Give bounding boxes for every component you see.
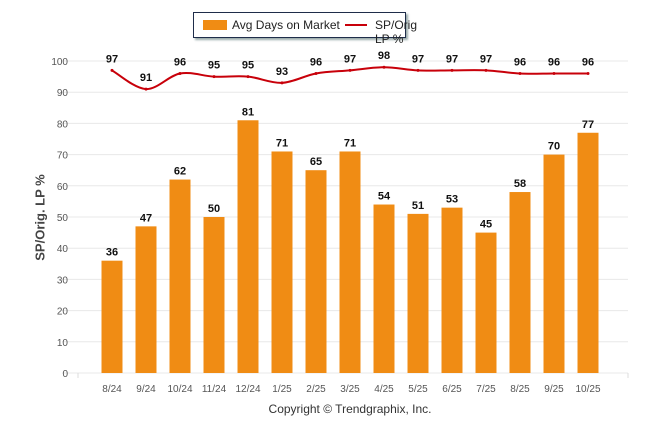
x-tick-label: 7/25 bbox=[476, 384, 496, 395]
x-tick-label: 1/25 bbox=[272, 384, 292, 395]
y-tick-label: 40 bbox=[57, 244, 69, 255]
bar-data-label: 81 bbox=[242, 106, 254, 118]
y-tick-label: 20 bbox=[57, 307, 69, 318]
bar bbox=[305, 170, 327, 373]
line-data-label: 96 bbox=[514, 56, 526, 68]
x-tick-label: 12/24 bbox=[235, 384, 260, 395]
line-point bbox=[110, 68, 114, 72]
line-point bbox=[212, 75, 216, 79]
y-axis-label: SP/Orig. LP % bbox=[32, 174, 48, 261]
bar-data-label: 65 bbox=[310, 156, 322, 168]
bar-data-label: 50 bbox=[208, 203, 220, 215]
x-tick-label: 9/24 bbox=[136, 384, 156, 395]
line-point bbox=[484, 68, 488, 72]
legend-label-days: Avg Days on Market bbox=[232, 18, 340, 32]
bar bbox=[577, 132, 599, 373]
legend-swatch-days bbox=[203, 20, 227, 30]
line-point bbox=[246, 75, 250, 79]
line-data-label: 93 bbox=[276, 66, 288, 78]
line-point bbox=[314, 71, 318, 75]
bar bbox=[441, 207, 463, 373]
line-data-label: 91 bbox=[140, 72, 152, 84]
x-tick-label: 5/25 bbox=[408, 384, 428, 395]
line-data-label: 95 bbox=[208, 60, 220, 72]
x-tick-label: 4/25 bbox=[374, 384, 394, 395]
bar-data-label: 36 bbox=[106, 247, 118, 259]
line-point bbox=[586, 71, 590, 75]
x-tick-label: 6/25 bbox=[442, 384, 462, 395]
y-tick-label: 10 bbox=[57, 338, 69, 349]
bar-data-label: 62 bbox=[174, 166, 186, 178]
line-point bbox=[178, 71, 182, 75]
line-data-label: 97 bbox=[480, 53, 492, 65]
bar bbox=[339, 151, 361, 373]
x-tick-label: 9/25 bbox=[544, 384, 564, 395]
line-data-label: 95 bbox=[242, 60, 254, 72]
line-point bbox=[450, 68, 454, 72]
bar bbox=[271, 151, 293, 373]
y-tick-label: 90 bbox=[57, 88, 69, 99]
copyright: Copyright © Trendgraphix, Inc. bbox=[268, 402, 432, 416]
line-point bbox=[280, 81, 284, 85]
bar-data-label: 47 bbox=[140, 212, 152, 224]
line-point bbox=[348, 68, 352, 72]
line-data-label: 97 bbox=[412, 53, 424, 65]
line-point bbox=[518, 71, 522, 75]
line-data-label: 97 bbox=[344, 53, 356, 65]
line-data-label: 97 bbox=[446, 53, 458, 65]
x-tick-label: 3/25 bbox=[340, 384, 360, 395]
x-tick-label: 10/24 bbox=[167, 384, 192, 395]
line-data-label: 96 bbox=[310, 56, 322, 68]
bar-data-label: 54 bbox=[378, 191, 391, 203]
bar bbox=[135, 226, 157, 373]
x-tick-label: 10/25 bbox=[575, 384, 600, 395]
bar bbox=[169, 179, 191, 373]
y-tick-label: 0 bbox=[62, 369, 68, 380]
bar-data-label: 77 bbox=[582, 119, 594, 131]
y-tick-label: 80 bbox=[57, 119, 69, 130]
legend-label-sp: SP/Orig LP % bbox=[375, 18, 418, 46]
bar bbox=[237, 120, 259, 373]
y-tick-label: 70 bbox=[57, 151, 69, 162]
bar-data-label: 45 bbox=[480, 219, 492, 231]
bar bbox=[509, 192, 531, 373]
line-data-label: 96 bbox=[174, 56, 186, 68]
line-point bbox=[416, 68, 420, 72]
line-data-label: 96 bbox=[582, 56, 594, 68]
bar bbox=[475, 232, 497, 373]
line-point bbox=[552, 71, 556, 75]
x-tick-label: 11/24 bbox=[202, 384, 227, 395]
line-point bbox=[144, 87, 148, 91]
y-tick-label: 50 bbox=[57, 213, 69, 224]
bar-data-label: 51 bbox=[412, 200, 424, 212]
x-tick-label: 8/24 bbox=[102, 384, 122, 395]
bar bbox=[101, 260, 123, 373]
bar bbox=[203, 217, 225, 373]
y-tick-label: 100 bbox=[51, 57, 68, 68]
bar-data-label: 71 bbox=[276, 137, 288, 149]
legend-swatch-sp bbox=[345, 24, 367, 26]
line-data-label: 98 bbox=[378, 50, 390, 62]
bar bbox=[407, 213, 429, 373]
y-tick-label: 30 bbox=[57, 275, 69, 286]
bar bbox=[373, 204, 395, 373]
bar-data-label: 53 bbox=[446, 194, 458, 206]
y-tick-label: 60 bbox=[57, 182, 69, 193]
bar-data-label: 71 bbox=[344, 137, 356, 149]
bar bbox=[543, 154, 565, 373]
bar-data-label: 58 bbox=[514, 178, 526, 190]
line-data-label: 97 bbox=[106, 53, 118, 65]
x-tick-label: 2/25 bbox=[306, 384, 326, 395]
line-point bbox=[382, 65, 386, 69]
line-data-label: 96 bbox=[548, 56, 560, 68]
bar-data-label: 70 bbox=[548, 141, 560, 153]
x-tick-label: 8/25 bbox=[510, 384, 530, 395]
legend: Avg Days on Market SP/Orig LP % bbox=[193, 12, 417, 46]
